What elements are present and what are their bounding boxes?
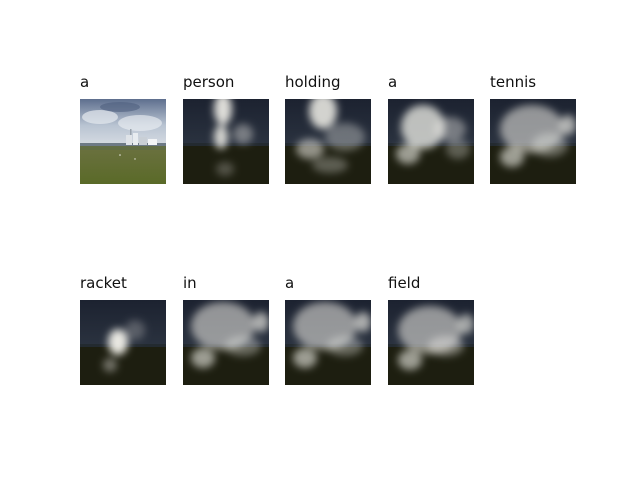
attention-tile <box>388 99 474 184</box>
word-label: in <box>183 274 197 292</box>
source-image <box>80 99 166 184</box>
word-label: a <box>80 73 90 91</box>
attention-tile <box>285 99 371 184</box>
word-label: holding <box>285 73 341 91</box>
word-label: field <box>388 274 421 292</box>
attention-tile <box>183 99 269 184</box>
attention-tile <box>285 300 371 385</box>
attention-map <box>183 99 269 184</box>
attention-tile <box>490 99 576 184</box>
attention-map <box>80 300 166 385</box>
word-label: person <box>183 73 235 91</box>
attention-map <box>388 300 474 385</box>
attention-map <box>285 300 371 385</box>
word-label: tennis <box>490 73 537 91</box>
field-photo <box>80 99 166 184</box>
attention-tile <box>183 300 269 385</box>
attention-tile <box>80 300 166 385</box>
word-label: racket <box>80 274 127 292</box>
attention-tile <box>388 300 474 385</box>
word-label: a <box>388 73 398 91</box>
attention-map <box>388 99 474 184</box>
word-label: a <box>285 274 295 292</box>
attention-map <box>490 99 576 184</box>
attention-map <box>183 300 269 385</box>
attention-map <box>285 99 371 184</box>
